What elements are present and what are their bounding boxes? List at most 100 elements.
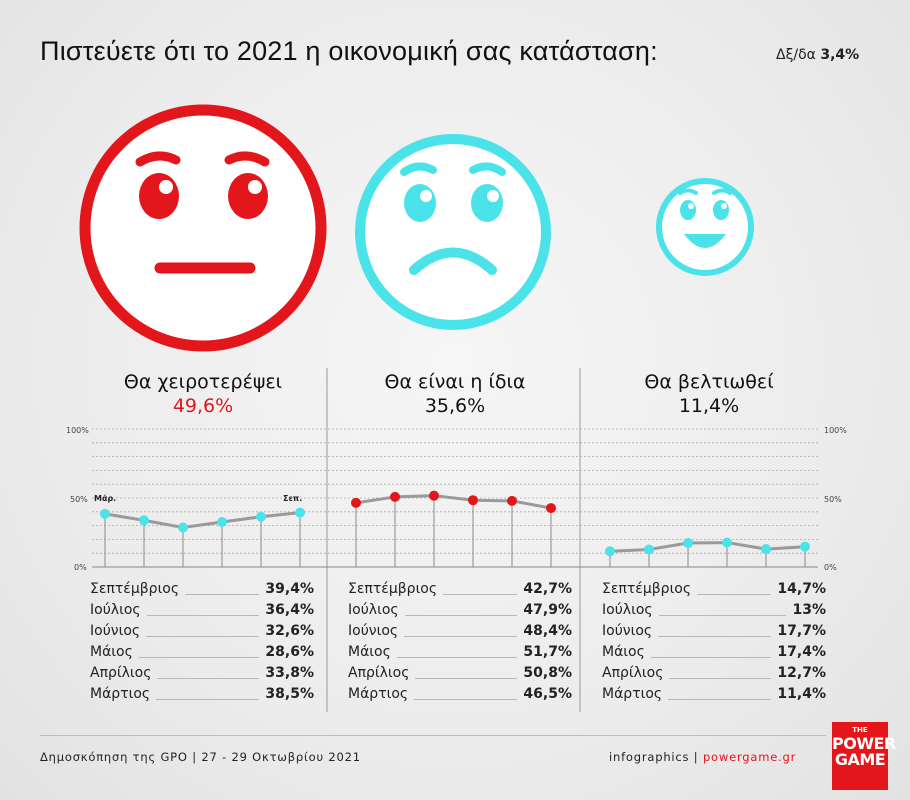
table-row: Απρίλιος 33,8% [90, 663, 314, 684]
x-label-first: Μάρ. [94, 494, 116, 503]
month-label: Ιούλιος [348, 602, 399, 618]
data-point [468, 495, 478, 506]
leader-line [404, 636, 518, 637]
data-point [683, 537, 693, 548]
month-value: 36,4% [265, 602, 314, 618]
month-label: Ιούνιος [602, 623, 653, 639]
data-point [644, 544, 654, 555]
table-row: Σεπτέμβριος 42,7% [348, 579, 572, 600]
footer-credit: infographics | powergame.gr [609, 750, 796, 764]
data-point [800, 541, 810, 552]
series-line [355, 494, 552, 510]
data-point [761, 544, 771, 555]
month-value: 14,7% [777, 581, 826, 597]
table-row: Μάρτιος 11,4% [602, 684, 826, 705]
category-label: Θα βελτιωθεί [644, 371, 774, 393]
leader-line [697, 594, 772, 595]
table-row: Ιούνιος 32,6% [90, 621, 314, 642]
month-value: 38,5% [265, 686, 314, 702]
month-value: 32,6% [265, 623, 314, 639]
month-value: 13% [792, 602, 826, 618]
month-label: Ιούλιος [90, 602, 141, 618]
month-value: 48,4% [523, 623, 572, 639]
y-tick-label-left: 50% [70, 495, 88, 504]
leader-line [146, 636, 260, 637]
footer-source: Δημοσκόπηση της GPO | 27 - 29 Οκτωβρίου … [40, 750, 361, 764]
month-label: Ιούνιος [90, 623, 141, 639]
table-row: Σεπτέμβριος 39,4% [90, 579, 314, 600]
data-point [605, 546, 615, 557]
month-label: Μάιος [348, 644, 391, 660]
dkna-note: Δξ/δα 3,4% [776, 47, 859, 63]
month-label: Ιούλιος [602, 602, 653, 618]
logo-the: THE [852, 726, 868, 734]
leader-line [396, 657, 518, 658]
table-row: Ιούλιος 47,9% [348, 600, 572, 621]
table-row: Μάρτιος 46,5% [348, 684, 572, 705]
x-label-last: Σεπ. [283, 494, 302, 503]
table-row: Μάιος 28,6% [90, 642, 314, 663]
data-point [256, 511, 266, 522]
series-line [104, 511, 301, 530]
month-label: Σεπτέμβριος [90, 581, 180, 597]
credit-prefix: infographics | [609, 750, 703, 764]
month-value: 46,5% [523, 686, 572, 702]
happy-face-icon [656, 178, 754, 276]
data-point [139, 515, 149, 526]
chart-grid [92, 428, 818, 568]
leader-line [156, 699, 260, 700]
month-label: Μάρτιος [90, 686, 151, 702]
table-row: Ιούλιος 36,4% [90, 600, 314, 621]
category-label: Θα είναι η ίδια [384, 371, 526, 393]
leader-line [668, 699, 772, 700]
category-label: Θα χειροτερέψει [123, 371, 283, 393]
leader-line [658, 615, 787, 616]
month-value: 39,4% [265, 581, 314, 597]
leader-line [658, 636, 772, 637]
powergame-logo: THE POWER GAME [832, 722, 896, 790]
month-label: Μάρτιος [602, 686, 663, 702]
month-label: Σεπτέμβριος [602, 581, 692, 597]
month-value: 12,7% [777, 665, 826, 681]
month-value: 11,4% [777, 686, 826, 702]
table-row: Ιούνιος 17,7% [602, 621, 826, 642]
data-point [100, 508, 110, 519]
y-tick-label-left: 100% [66, 426, 89, 435]
month-value: 51,7% [523, 644, 572, 660]
month-label: Μάιος [602, 644, 645, 660]
footer-divider [40, 735, 826, 736]
category-worse: Θα χειροτερέψει 49,6% [83, 370, 323, 418]
month-value: 17,4% [777, 644, 826, 660]
table-row: Μάιος 17,4% [602, 642, 826, 663]
leader-line [404, 615, 518, 616]
dkna-value: 3,4% [820, 47, 860, 63]
dkna-label: Δξ/δα [776, 47, 816, 63]
credit-site: powergame.gr [702, 750, 797, 764]
data-point [178, 522, 188, 533]
leader-line [185, 594, 260, 595]
month-label: Μάρτιος [348, 686, 409, 702]
month-value: 28,6% [265, 644, 314, 660]
y-tick-label-right: 100% [824, 426, 847, 435]
table-row: Σεπτέμβριος 14,7% [602, 579, 826, 600]
data-point [390, 491, 400, 502]
leader-line [669, 678, 772, 679]
data-point [429, 490, 439, 501]
logo-line2: GAME [834, 750, 886, 769]
category-same: Θα είναι η ίδια 35,6% [335, 370, 575, 418]
table-row: Ιούλιος 13% [602, 600, 826, 621]
leader-line [650, 657, 772, 658]
month-label: Απρίλιος [90, 665, 152, 681]
category-percent: 11,4% [678, 395, 740, 417]
chart-series-layer [100, 490, 810, 567]
table-row: Απρίλιος 50,8% [348, 663, 572, 684]
monthly-table-worse: Σεπτέμβριος 39,4% Ιούλιος 36,4% Ιούνιος 32,6%… [90, 579, 314, 705]
page-title: Πιστεύετε ότι το 2021 η οικονομική σας κ… [40, 36, 658, 66]
leader-line [146, 615, 260, 616]
month-label: Απρίλιος [348, 665, 410, 681]
data-point [722, 537, 732, 548]
table-row: Μάρτιος 38,5% [90, 684, 314, 705]
logo-line1: POWER [832, 734, 896, 753]
data-point [351, 497, 361, 508]
leader-line [157, 678, 260, 679]
